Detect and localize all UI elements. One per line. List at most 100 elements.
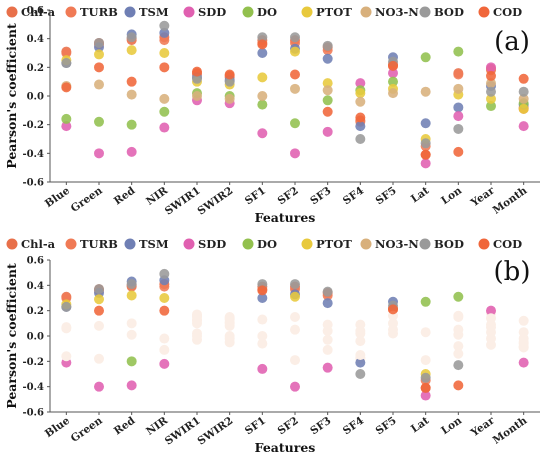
point-bod-sf4: [355, 369, 366, 379]
point-ptot-nir: [159, 293, 170, 303]
point-cod-sf4: [355, 112, 366, 123]
point-cod-swir2: [224, 69, 235, 80]
point-do-lon: [453, 46, 464, 57]
x-tick-label-red: Red: [112, 184, 138, 207]
legend-marker-tsm: [124, 6, 136, 18]
legend-label-sdd: SDD: [198, 237, 226, 251]
x-tick-label-lat: Lat: [409, 185, 432, 206]
point-sdd-month: [518, 357, 529, 368]
legend-label-ptot: PTOT: [316, 5, 352, 19]
point-no3-n-nir: [159, 93, 170, 104]
x-tick-label-lon: Lon: [439, 184, 464, 207]
x-tick-label-sf4: SF4: [341, 185, 366, 208]
point-no3-n-lat: [420, 327, 431, 338]
point-sdd-sf1: [257, 363, 268, 374]
point-turb-blue: [61, 48, 72, 58]
panel-b: Chl-a TURB TSM SDD DO PTOT NO3-N BOD COD 0.6 0.4 0.…: [4, 237, 540, 455]
point-tsm-sf1: [257, 48, 268, 58]
point-do-sf1: [257, 338, 268, 349]
point-no3-n-sf5: [388, 88, 398, 99]
point-cod-sf3: [322, 106, 333, 117]
point-no3-n-sf3: [322, 325, 333, 336]
legend-label-cod: COD: [493, 237, 522, 251]
point-no3-n-nir: [159, 333, 170, 344]
point-turb-lon: [453, 69, 464, 80]
y-axis-title: Pearson's coefficient: [4, 263, 19, 409]
point-no3-n-green: [94, 79, 104, 90]
point-cod-lat: [420, 149, 431, 160]
point-bod-month: [518, 86, 529, 97]
point-cod-sf1: [257, 39, 268, 50]
point-ptot-sf2: [290, 46, 300, 57]
legend-label-tsm: TSM: [139, 237, 169, 251]
point-cod-green: [94, 62, 104, 73]
y-tick-label: -0.4: [22, 382, 44, 393]
point-do-green: [94, 116, 104, 127]
point-bod-year: [486, 327, 496, 338]
point-do-sf3: [322, 95, 333, 106]
point-do-red: [126, 119, 137, 130]
point-do-lat: [420, 296, 431, 307]
y-tick-label: 0.4: [27, 281, 44, 292]
point-bod-sf1: [257, 32, 268, 43]
point-no3-n-sf1: [257, 331, 268, 341]
y-tick-label: 0.6: [27, 6, 44, 17]
x-tick-label-sf5: SF5: [374, 415, 399, 438]
legend-marker-turb: [65, 6, 77, 18]
legend-label-ptot: PTOT: [316, 237, 352, 251]
x-tick-label-sf5: SF5: [374, 185, 399, 208]
point-sdd-sf3: [322, 126, 333, 137]
point-sdd-red: [126, 146, 137, 157]
point-turb-nir: [159, 35, 170, 46]
point-cod-swir2: [224, 312, 235, 322]
point-sdd-sf3: [322, 362, 333, 373]
point-bod-sf3: [322, 286, 333, 297]
x-tick-label-lon: Lon: [439, 414, 464, 437]
x-tick-label-month: Month: [491, 184, 530, 216]
point-do-sf3: [322, 334, 333, 345]
y-axis-title: Pearson's coefficient: [4, 23, 19, 169]
legend-marker-sdd: [183, 238, 195, 250]
panel-label: (a): [494, 27, 530, 57]
point-bod-sf3: [322, 40, 333, 51]
point-ptot-red: [126, 290, 137, 301]
point-bod-lat: [420, 138, 431, 149]
point-tsm-lon: [453, 341, 464, 352]
point-do-sf2: [290, 355, 300, 366]
panel-label: (b): [494, 257, 531, 287]
legend-label-sdd: SDD: [198, 5, 226, 19]
legend-marker-bod: [419, 6, 431, 18]
point-do-blue: [61, 113, 72, 124]
point-cod-sf2: [290, 69, 300, 80]
legend-marker-sdd: [183, 6, 195, 18]
legend-label-chl-a: Chl-a: [21, 237, 56, 251]
point-cod-month: [518, 73, 529, 84]
point-ptot-month: [518, 103, 529, 114]
legend-marker-no3-n: [360, 6, 372, 18]
point-cod-swir1: [192, 309, 202, 320]
point-bod-swir1: [192, 73, 202, 84]
point-no3-n-sf4: [355, 96, 366, 107]
point-sdd-lon: [453, 348, 464, 359]
y-tick-label: -0.2: [22, 120, 44, 131]
point-do-lat: [420, 52, 431, 63]
point-ptot-nir: [159, 48, 170, 58]
point-no3-n-red: [126, 329, 137, 340]
point-no3-n-lon: [453, 324, 464, 335]
point-cod-year: [486, 70, 496, 81]
x-tick-label-sf1: SF1: [243, 415, 268, 438]
point-do-nir: [159, 344, 170, 355]
point-ptot-sf1: [257, 314, 268, 325]
point-bod-year: [486, 86, 496, 97]
legend-marker-ptot: [301, 6, 313, 18]
legend-marker-cod: [478, 6, 490, 18]
x-tick-label-green: Green: [69, 414, 105, 444]
point-cod-sf3: [322, 344, 333, 355]
x-tick-label-swir2: SWIR2: [195, 415, 235, 448]
point-tsm-lat: [420, 355, 431, 366]
point-do-sf5: [388, 76, 398, 87]
x-axis-title: Features: [255, 210, 316, 225]
point-sdd-year: [486, 305, 496, 316]
point-no3-n-swir2: [224, 333, 235, 344]
point-bod-green: [94, 37, 104, 48]
